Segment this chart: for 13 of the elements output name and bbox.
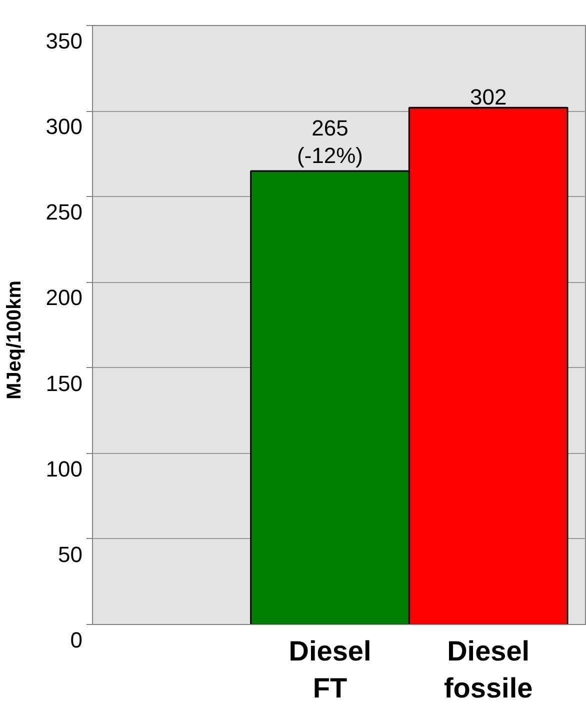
data-label: 265 (-12%) <box>296 115 364 168</box>
y-tick-label: 100 <box>46 456 83 482</box>
y-tick-label: 200 <box>46 285 83 310</box>
x-tick-label: Diesel fossile <box>444 636 533 704</box>
y-tick-label: 250 <box>46 200 83 225</box>
x-tick-label: Diesel FT <box>288 636 372 704</box>
data-label: 302 <box>470 84 507 110</box>
y-tick-label: 50 <box>58 542 83 567</box>
y-tick-label: 0 <box>70 628 83 652</box>
y-axis-title: MJeq/100km <box>4 280 26 400</box>
y-tick-label: 300 <box>46 114 83 140</box>
y-tick-label: 350 <box>46 28 83 54</box>
y-tick-label: 150 <box>46 370 83 396</box>
